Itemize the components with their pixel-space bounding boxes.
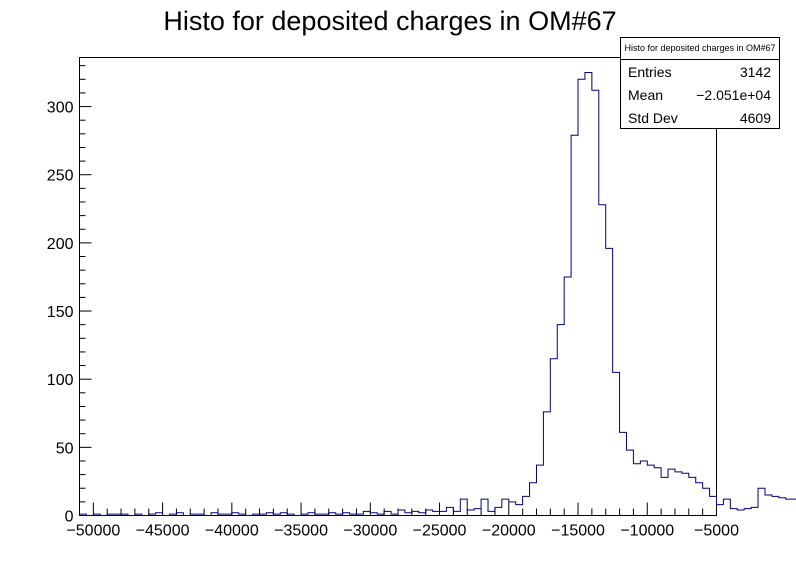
stats-mean-value: −2.051e+04	[696, 87, 771, 103]
stats-box-frame	[620, 37, 780, 129]
stats-entries-label: Entries	[628, 64, 672, 80]
y-tick-label: 50	[56, 440, 74, 457]
x-tick-label: −5000	[694, 523, 739, 540]
stats-box-title: Histo for deposited charges in OM#67	[624, 43, 775, 53]
histogram-series-line	[79, 71, 796, 516]
y-tick-label: 250	[47, 168, 74, 185]
y-tick-label: 200	[47, 236, 74, 253]
y-axis: 0 50 100 150 200 250 300	[47, 65, 92, 526]
x-tick-label: −35000	[274, 523, 328, 540]
chart-title: Histo for deposited charges in OM#67	[163, 6, 616, 36]
x-axis: −50000 −45000 −40000 −35000 −30000 −25000 −200…	[66, 502, 739, 540]
x-tick-label: −20000	[482, 523, 536, 540]
stats-entries-value: 3142	[740, 64, 771, 80]
x-tick-label: −40000	[205, 523, 259, 540]
x-tick-label: −50000	[66, 523, 120, 540]
x-tick-label: −10000	[620, 523, 674, 540]
stats-stddev-label: Std Dev	[628, 110, 678, 126]
stats-stddev-value: 4609	[740, 110, 771, 126]
y-tick-label: 100	[47, 372, 74, 389]
x-tick-label: −25000	[413, 523, 467, 540]
stats-box: Histo for deposited charges in OM#67 Ent…	[620, 37, 780, 129]
x-tick-label: −15000	[551, 523, 605, 540]
y-tick-label: 0	[65, 509, 74, 526]
x-tick-label: −45000	[136, 523, 190, 540]
y-tick-label: 300	[47, 100, 74, 117]
x-tick-label: −30000	[343, 523, 397, 540]
stats-mean-label: Mean	[628, 87, 663, 103]
y-tick-label: 150	[47, 304, 74, 321]
